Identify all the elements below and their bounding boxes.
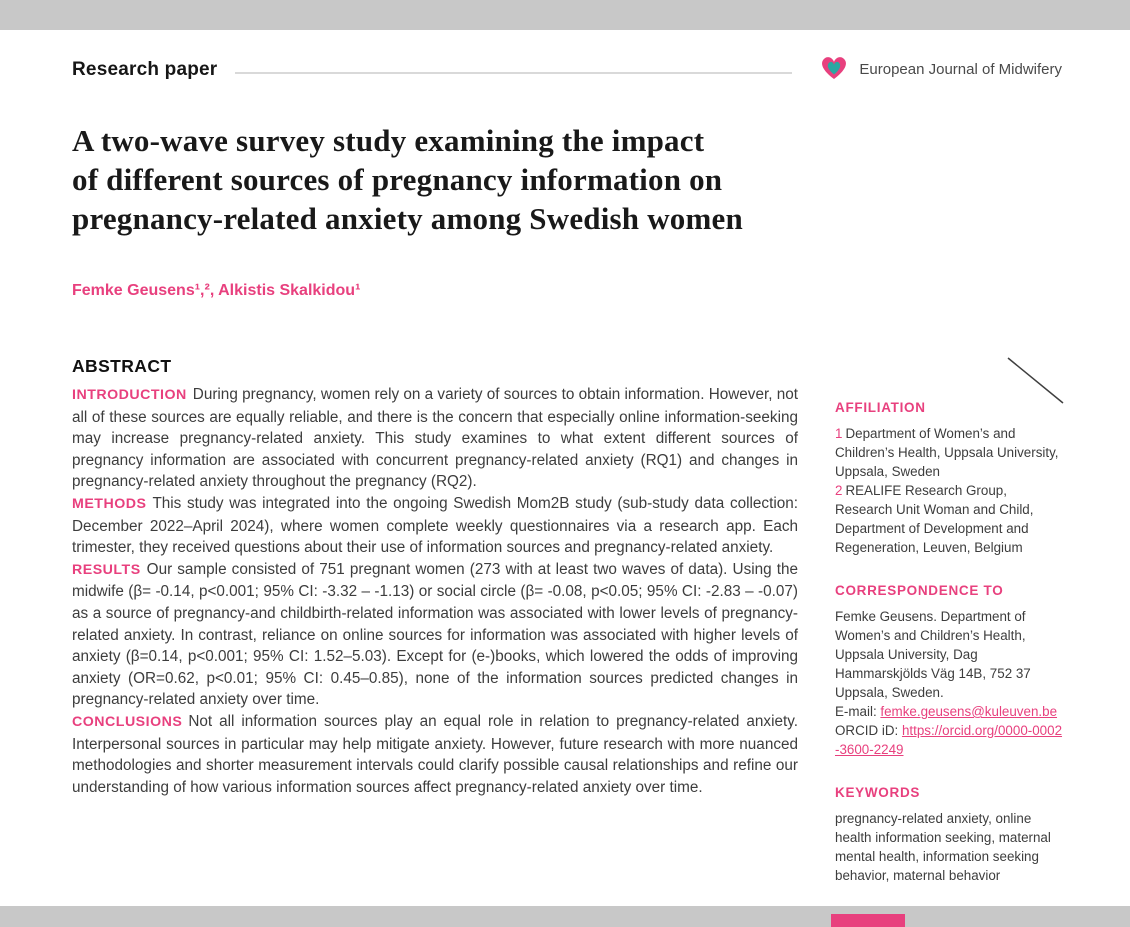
abstract-heading: ABSTRACT [72,356,172,376]
keywords-heading: KEYWORDS [835,785,921,800]
section-label-methods: METHODS [72,495,147,512]
abstract-section-introduction: INTRODUCTION During pregnancy, women rely… [72,384,798,493]
abstract-section-conclusions: CONCLUSIONS Not all information sources p… [72,711,798,798]
correspondence-email-line: E-mail: femke.geusens@kuleuven.be [835,702,1063,721]
abstract-body: INTRODUCTION During pregnancy, women rely… [72,384,798,798]
author-list: Femke Geusens¹,², Alkistis Skalkidou¹ [72,282,361,299]
correspondence-block: CORRESPONDENCE TO Femke Geusens. Departm… [835,581,1063,759]
bottom-strip [0,906,1130,927]
title-line-1: A two-wave survey study examining the im… [72,122,705,158]
page-header: Research paper European Journal of Midwi… [72,53,1062,86]
article-type-label: Research paper [72,58,218,80]
journal-heart-logo-icon [818,53,850,86]
section-label-conclusions: CONCLUSIONS [72,713,183,730]
correspondence-text: Femke Geusens. Department of Women’s and… [835,609,1031,700]
article-title: A two-wave survey study examining the im… [72,121,1002,238]
correspondence-orcid-line: ORCID iD: https://orcid.org/0000-0002-36… [835,721,1063,759]
journal-name: European Journal of Midwifery [859,61,1062,78]
abstract-section-methods: METHODS This study was integrated into th… [72,493,798,559]
next-section-accent-box [831,914,905,927]
affiliation-text-2: REALIFE Research Group, Research Unit Wo… [835,483,1034,555]
header-divider-line [235,71,793,74]
email-label: E-mail: [835,704,881,719]
affiliation-block: AFFILIATION 1 Department of Women’s and C… [835,398,1063,557]
section-label-introduction: INTRODUCTION [72,387,187,403]
affiliation-number-2: 2 [835,483,843,498]
journal-branding: European Journal of Midwifery [818,53,1062,86]
orcid-label: ORCID iD: [835,723,902,738]
article-meta-sidebar: AFFILIATION 1 Department of Women’s and C… [835,398,1063,909]
top-strip [0,0,1130,30]
section-text-methods: This study was integrated into the ongoi… [72,494,798,557]
title-line-2: of different sources of pregnancy inform… [72,161,723,197]
correspondence-heading: CORRESPONDENCE TO [835,583,1004,598]
affiliation-text-1: Department of Women’s and Children’s Hea… [835,426,1059,479]
email-link[interactable]: femke.geusens@kuleuven.be [880,704,1058,719]
affiliation-number-1: 1 [835,426,843,441]
orcid-link[interactable]: https://orcid.org/0000-0002-3600-2249 [835,723,1063,757]
title-line-3: pregnancy-related anxiety among Swedish … [72,200,743,236]
abstract-section-results: RESULTS Our sample consisted of 751 pregn… [72,559,798,711]
keywords-text: pregnancy-related anxiety, online health… [835,811,1051,883]
section-text-conclusions: Not all information sources play an equa… [72,712,798,796]
section-text-results: Our sample consisted of 751 pregnant wom… [72,560,798,709]
keywords-block: KEYWORDS pregnancy-related anxiety, onli… [835,783,1063,885]
affiliation-heading: AFFILIATION [835,400,926,415]
section-text-introduction: During pregnancy, women rely on a variet… [72,386,798,491]
corner-diagonal-line [1007,357,1064,404]
affiliation-item-2: 2 REALIFE Research Group, Research Unit W… [835,481,1063,557]
section-label-results: RESULTS [72,561,141,578]
affiliation-item-1: 1 Department of Women’s and Children’s He… [835,424,1063,481]
